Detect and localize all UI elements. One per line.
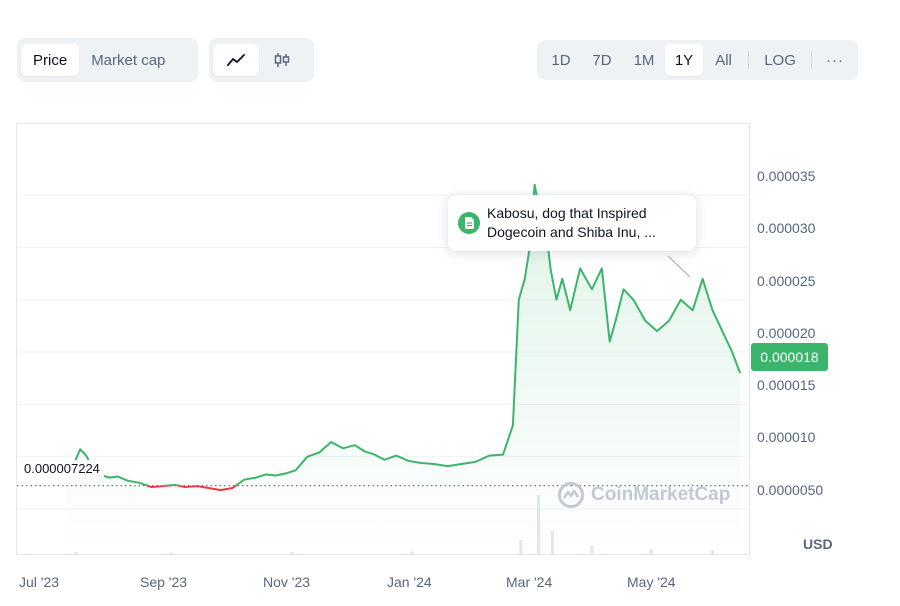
news-tooltip[interactable]: Kabosu, dog that Inspired Dogecoin and S… bbox=[448, 195, 696, 251]
open-price-label: 0.000007224 bbox=[20, 460, 104, 477]
current-price-badge: 0.000018 bbox=[751, 343, 828, 371]
x-tick-label: Sep '23 bbox=[140, 574, 188, 590]
tooltip-line-1: Kabosu, dog that Inspired bbox=[487, 205, 647, 221]
tooltip-line-2: Dogecoin and Shiba Inu, ... bbox=[487, 224, 656, 240]
x-tick-label: May '24 bbox=[627, 574, 676, 590]
y-tick-label: 0.0000050 bbox=[757, 482, 824, 498]
y-tick-label: 0.000010 bbox=[757, 429, 816, 445]
tooltip-pointer bbox=[667, 255, 691, 278]
x-tick-label: Mar '24 bbox=[506, 574, 553, 590]
range-7d[interactable]: 7D bbox=[592, 51, 612, 69]
y-tick-label: 0.000020 bbox=[757, 325, 816, 341]
range-1d[interactable]: 1D bbox=[551, 51, 571, 69]
divider bbox=[811, 51, 812, 69]
currency-label: USD bbox=[803, 536, 833, 552]
x-tick-label: Nov '23 bbox=[263, 574, 311, 590]
y-tick-label: 0.000030 bbox=[757, 220, 816, 236]
range-1y[interactable]: 1Y bbox=[665, 44, 703, 76]
range-1m[interactable]: 1M bbox=[633, 51, 655, 69]
tooltip-text: Kabosu, dog that Inspired Dogecoin and S… bbox=[487, 204, 656, 242]
watermark-text: CoinMarketCap bbox=[591, 484, 731, 505]
watermark: CoinMarketCap bbox=[557, 481, 730, 509]
line-chart-button[interactable] bbox=[213, 44, 259, 76]
price-line-up bbox=[65, 183, 742, 486]
divider bbox=[748, 51, 750, 69]
metric-tab-group: Price Market cap bbox=[17, 38, 198, 82]
x-tick-label: Jul '23 bbox=[19, 574, 60, 590]
log-toggle[interactable]: LOG bbox=[764, 51, 796, 69]
coinmarketcap-logo-icon bbox=[558, 482, 584, 508]
line-chart-icon bbox=[227, 54, 245, 66]
chart-style-group bbox=[209, 38, 314, 82]
tab-price[interactable]: Price bbox=[21, 44, 80, 76]
price-area bbox=[66, 184, 741, 555]
candlestick-button[interactable] bbox=[259, 44, 305, 76]
range-all[interactable]: All bbox=[715, 51, 732, 69]
range-group: 1D 7D 1M 1Y All LOG ··· bbox=[537, 40, 858, 80]
more-options-icon[interactable]: ··· bbox=[826, 51, 844, 69]
y-tick-label: 0.000035 bbox=[757, 168, 816, 184]
y-tick-label: 0.000025 bbox=[757, 273, 816, 289]
y-tick-label: 0.000015 bbox=[757, 377, 816, 393]
tab-market-cap[interactable]: Market cap bbox=[91, 51, 166, 69]
document-icon bbox=[458, 212, 480, 234]
x-tick-label: Jan '24 bbox=[387, 574, 432, 590]
candlestick-icon bbox=[274, 53, 290, 67]
